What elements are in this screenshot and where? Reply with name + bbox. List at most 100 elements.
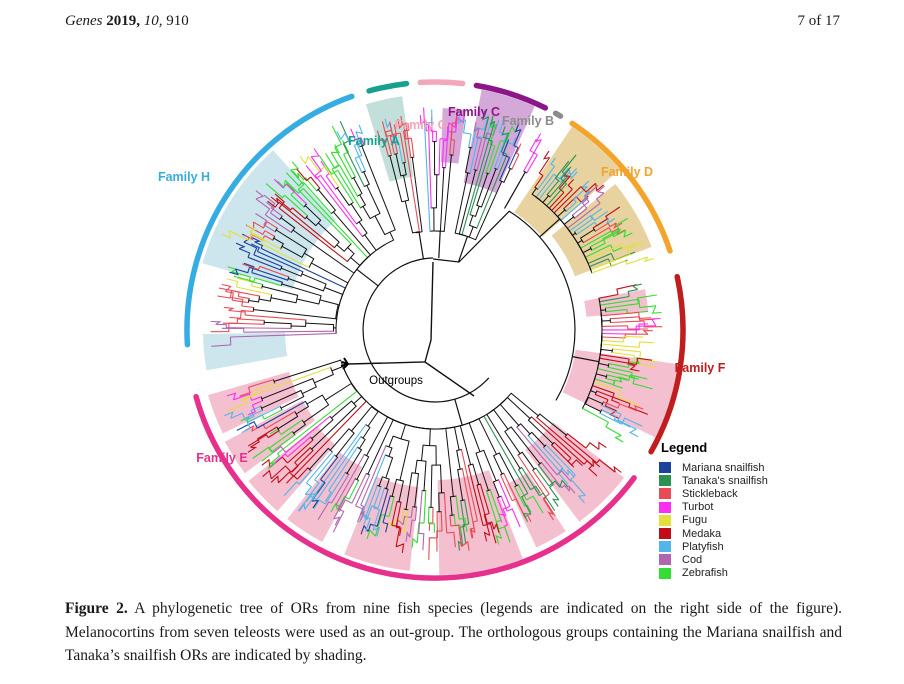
branch xyxy=(391,479,397,497)
tip-branch xyxy=(365,516,371,532)
branch xyxy=(582,407,609,423)
branch xyxy=(507,397,531,419)
tip-branch xyxy=(554,160,570,182)
tip-branch xyxy=(227,397,248,412)
tip-branch xyxy=(627,325,648,330)
branch xyxy=(277,390,358,454)
legend-species-name: Turbot xyxy=(682,501,714,514)
tip-branch xyxy=(372,526,381,537)
branch xyxy=(237,318,265,321)
tip-branch xyxy=(221,327,245,333)
tip-branch xyxy=(317,500,332,520)
tip-branch xyxy=(596,185,606,194)
branch xyxy=(574,207,588,219)
tip-branch xyxy=(446,531,456,548)
tip-branch xyxy=(607,222,617,228)
tip-branch xyxy=(225,290,234,301)
branch xyxy=(403,175,410,201)
tip-branch xyxy=(552,498,559,507)
branch xyxy=(284,194,308,217)
branch xyxy=(443,154,452,232)
branch xyxy=(388,447,393,457)
branch xyxy=(317,222,340,243)
tip-branch xyxy=(515,143,522,155)
tip-branch xyxy=(250,243,260,252)
tip-branch xyxy=(240,389,258,402)
branch xyxy=(253,254,283,268)
family-band-H xyxy=(184,93,355,348)
tip-branch xyxy=(405,531,411,542)
tip-branch xyxy=(411,537,418,548)
tip-branch xyxy=(265,183,286,199)
branch xyxy=(278,201,335,249)
branch xyxy=(319,299,339,306)
tip-branch xyxy=(558,175,571,193)
legend-item: Cod xyxy=(659,553,768,566)
branch xyxy=(314,454,336,481)
branch xyxy=(503,171,526,209)
tip-branch xyxy=(336,495,350,511)
branch xyxy=(389,155,403,202)
branch xyxy=(537,464,554,485)
tip-branch xyxy=(592,459,601,468)
branch xyxy=(367,419,394,475)
tip-branch xyxy=(324,490,332,502)
branch xyxy=(304,205,322,221)
tip-branch xyxy=(590,210,609,222)
tip-branch xyxy=(376,130,385,142)
branch xyxy=(294,447,311,463)
branch xyxy=(273,359,341,382)
tip-branch xyxy=(616,284,637,295)
tip-branch xyxy=(210,323,230,333)
legend-items: Mariana snailfish Tanaka's snailfish Stick… xyxy=(659,461,768,580)
branch xyxy=(606,374,629,382)
tip-branch xyxy=(627,361,640,368)
branch xyxy=(312,424,367,498)
branch xyxy=(401,509,405,521)
branch xyxy=(455,496,460,520)
branch xyxy=(548,192,565,209)
branch xyxy=(366,416,389,456)
branch xyxy=(485,145,496,173)
branch xyxy=(560,197,588,221)
branch xyxy=(405,123,412,158)
tip-branch xyxy=(630,372,640,380)
tip-branch xyxy=(338,499,353,512)
branch xyxy=(306,394,323,405)
branch xyxy=(336,244,345,252)
tip-branch xyxy=(627,358,636,367)
branch xyxy=(499,474,513,501)
root-branch xyxy=(424,361,475,397)
legend-color-swatch xyxy=(659,475,671,487)
legend-species-name: Platyfish xyxy=(682,540,724,553)
branch xyxy=(432,210,510,263)
tip-branch xyxy=(298,502,306,512)
tip-branch xyxy=(238,248,251,258)
tip-branch xyxy=(487,521,495,530)
branch xyxy=(280,419,303,435)
branch xyxy=(271,434,296,453)
branch xyxy=(244,314,306,321)
tip-branch xyxy=(642,330,653,335)
page-number: 7 of 17 xyxy=(797,13,841,29)
tip-branch xyxy=(617,413,637,430)
family-band-B xyxy=(552,110,564,119)
branch xyxy=(278,207,348,262)
tip-branch xyxy=(217,290,233,299)
legend-color-swatch xyxy=(659,501,671,513)
tip-branch xyxy=(350,128,362,141)
branch xyxy=(468,226,474,238)
branch xyxy=(350,203,363,221)
branch xyxy=(254,382,275,391)
branch xyxy=(241,309,254,313)
branch xyxy=(465,147,471,173)
branch xyxy=(601,336,626,339)
legend-item: Stickleback xyxy=(659,487,768,500)
branch xyxy=(292,207,306,220)
branch xyxy=(403,162,407,175)
shaded-ortholog-group xyxy=(344,476,419,571)
branch xyxy=(423,490,427,524)
branch xyxy=(244,366,331,399)
tip-branch xyxy=(623,230,633,238)
tip-branch xyxy=(246,224,257,233)
